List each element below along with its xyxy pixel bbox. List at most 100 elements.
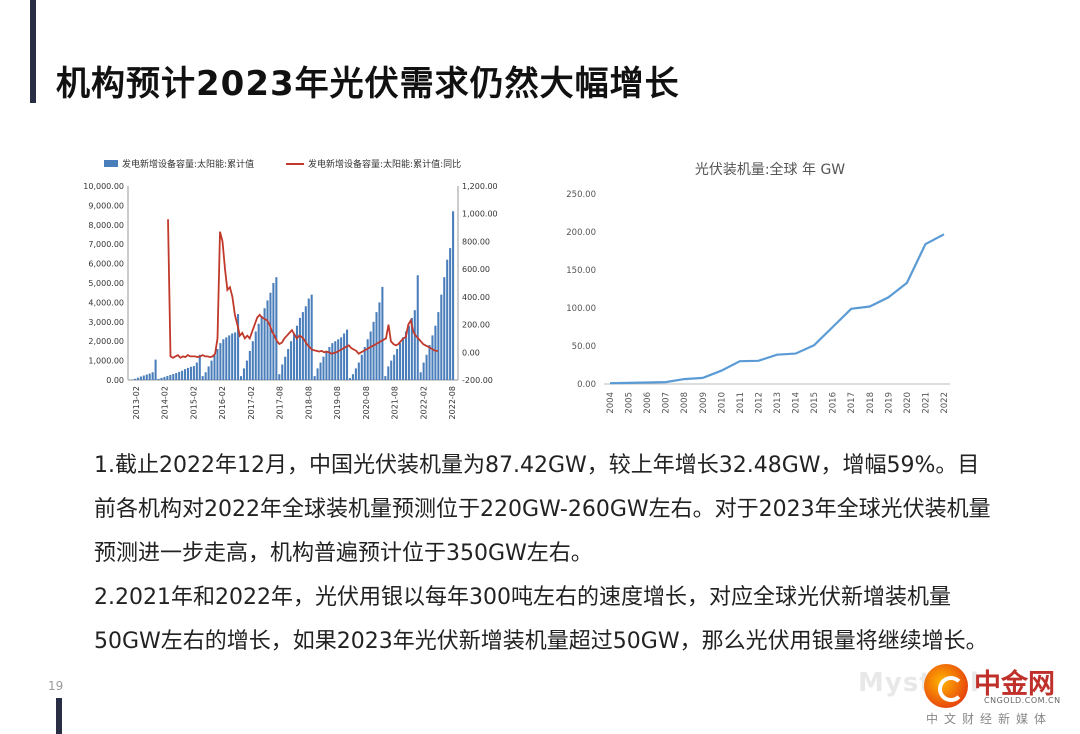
chart1-bar [272,283,275,380]
chart1-bar [449,248,452,380]
chart1-bar [375,312,378,380]
chart1-bar [175,373,178,380]
chart1-bar [151,372,154,380]
chart1-bar [369,331,372,380]
chart-global-pv-installations: 光伏装机量:全球 年 GW 0.00 50.00 100.00 150.00 200.0… [566,161,950,414]
chart1-bar [148,373,151,380]
chart2-x-tick-label: 2005 [625,392,635,414]
chart1-bar [343,333,346,380]
chart1-x-tick-label: 2014-02 [161,386,170,419]
chart1-bar [207,366,210,380]
chart1-bar [237,314,240,380]
chart1-x-tick-label: 2015-02 [189,386,198,419]
chart1-bar [319,362,322,380]
chart1-bar [201,376,204,380]
logo-name: 中金网 [974,669,1055,700]
chart2-y-tick-label: 250.00 [566,190,596,200]
chart1-bar [340,337,343,380]
chart1-bar [322,356,325,380]
chart2-y-tick-label: 100.00 [566,304,596,314]
chart2-x-tick-label: 2012 [754,392,764,414]
chart2-x-tick-label: 2021 [921,392,931,414]
chart1-right-tick-label: 1,000.00 [462,210,498,219]
chart1-x-tick-label: 2017-02 [247,386,256,419]
chart2-y-tick-label: 50.00 [572,342,596,352]
chart1-bar [425,354,428,380]
chart1-bar [346,329,349,380]
bottom-accent-bar [56,698,62,734]
chart1-bar [390,360,393,380]
chart1-bar [136,377,139,380]
chart1-bar [293,333,296,380]
chart1-left-tick-label: 2,000.00 [88,337,124,346]
chart2-x-tick-label: 2017 [847,392,857,414]
paragraph-1: 1.截止2022年12月，中国光伏装机量为87.42GW，较上年增长32.48G… [94,453,991,566]
chart1-bar [166,375,169,380]
chart2-series-line [609,233,945,385]
chart2-x-tick-label: 2019 [884,392,894,414]
chart1-right-tick-label: -200.00 [462,376,493,385]
chart1-bar [181,370,184,380]
chart2-x-tick-label: 2013 [773,392,783,414]
chart1-bar [307,298,310,380]
chart1-left-tick-label: 8,000.00 [88,221,124,230]
chart1-bar [366,339,369,380]
chart1-bar [284,356,287,380]
chart1-x-tick-label: 2022-02 [419,386,428,419]
chart1-right-tick-label: 1,200.00 [462,182,498,191]
chart1-x-tick-label: 2013-02 [132,386,141,419]
chart1-x-tick-label: 2019-08 [333,386,342,419]
chart2-y-tick-label: 150.00 [566,266,596,276]
chart1-bar [145,374,148,380]
chart1-bar [260,315,263,380]
chart2-x-tick-label: 2022 [940,392,950,414]
chart1-bar [290,341,293,380]
chart1-bar [446,259,449,380]
chart1-bar [334,341,337,380]
chart1-left-tick-label: 4,000.00 [88,298,124,307]
chart2-x-tick-label: 2011 [736,392,746,414]
chart2-x-tick-label: 2018 [866,392,876,414]
chart1-bar [295,325,299,380]
chart1-bar [431,335,434,380]
chart1-bar [381,286,384,380]
chart2-y-tick-label: 0.00 [577,380,596,390]
top-accent-bar [30,0,36,103]
chart1-bar [275,277,278,380]
chart1-bar [287,348,290,380]
chart1-yoy-line [167,219,438,359]
chart1-bar [163,376,166,380]
chart1-bar [407,325,410,380]
chart1-bar [401,337,405,380]
chart1-bar [160,377,163,380]
chart1-bar [186,367,190,380]
chart1-bar [372,321,375,380]
legend-bar-swatch [104,160,118,167]
chart1-bar [357,362,360,380]
chart1-bar [216,348,219,380]
chart1-bar [225,337,228,380]
chart1-x-tick-label: 2017-08 [276,386,285,419]
chart1-x-tick-label: 2022-08 [448,386,457,419]
chart1-left-tick-label: 1,000.00 [88,357,124,366]
chart1-right-tick-label: 200.00 [462,321,490,330]
chart1-bar [422,362,425,380]
chart2-x-tick-label: 2009 [699,392,709,414]
logo-tagline: 中文财经新媒体 [926,712,1053,726]
chart1-bar [413,310,416,380]
chart1-bar [363,347,366,380]
chart1-bar [139,376,142,380]
chart1-bar [198,354,201,380]
chart1-bar [387,366,390,380]
chart1-x-tick-label: 2016-02 [218,386,227,419]
chart1-bar [254,331,257,380]
chart1-right-tick-label: 800.00 [462,237,490,246]
chart2-x-tick-label: 2006 [643,392,653,414]
chart1-bar [192,366,195,380]
chart1-bar [210,360,213,380]
chart1-left-tick-label: 9,000.00 [88,201,124,210]
chart1-bar [301,312,304,380]
chart1-bar [266,300,269,380]
chart1-bar [298,317,301,380]
chart1-bar [416,275,419,380]
